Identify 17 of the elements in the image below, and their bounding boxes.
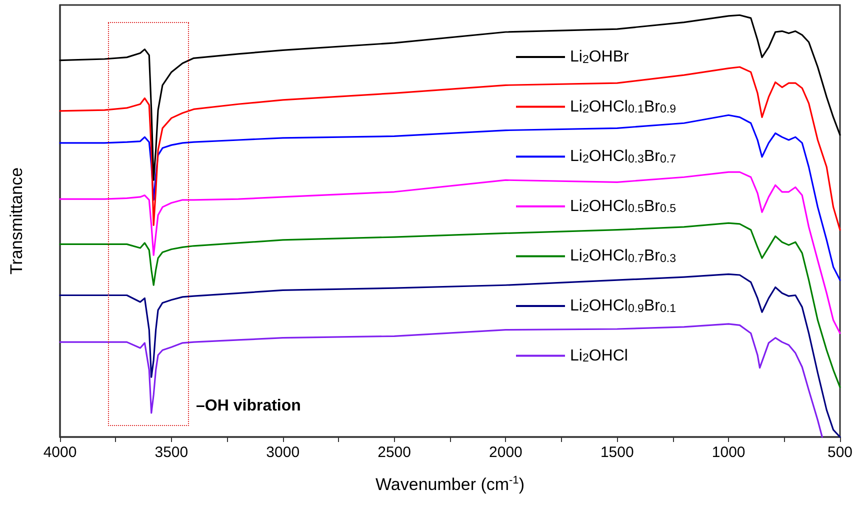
x-tick-label: 500	[827, 444, 853, 461]
legend-label: Li2OHCl0.1Br0.9	[570, 98, 676, 116]
x-tick-label: 2000	[489, 444, 522, 461]
x-tick-label: 3500	[154, 444, 188, 461]
x-tick-label: 3000	[266, 444, 300, 461]
x-tick-label: 2500	[378, 444, 411, 461]
legend-label: Li2OHCl0.3Br0.7	[570, 148, 676, 166]
legend-label: Li2OHBr	[570, 48, 630, 66]
legend-label: Li2OHCl0.9Br0.1	[570, 298, 676, 315]
x-tick-label: 1500	[600, 444, 634, 461]
legend-label: Li2OHCl	[570, 347, 628, 365]
annotation: –OH vibration	[196, 398, 301, 414]
legend-label: Li2OHCl0.5Br0.5	[570, 198, 676, 216]
y-axis-title: Transmittance	[7, 167, 26, 275]
x-tick-label: 4000	[43, 444, 77, 461]
legend-label: Li2OHCl0.7Br0.3	[570, 248, 676, 265]
x-tick-label: 1000	[712, 444, 746, 461]
